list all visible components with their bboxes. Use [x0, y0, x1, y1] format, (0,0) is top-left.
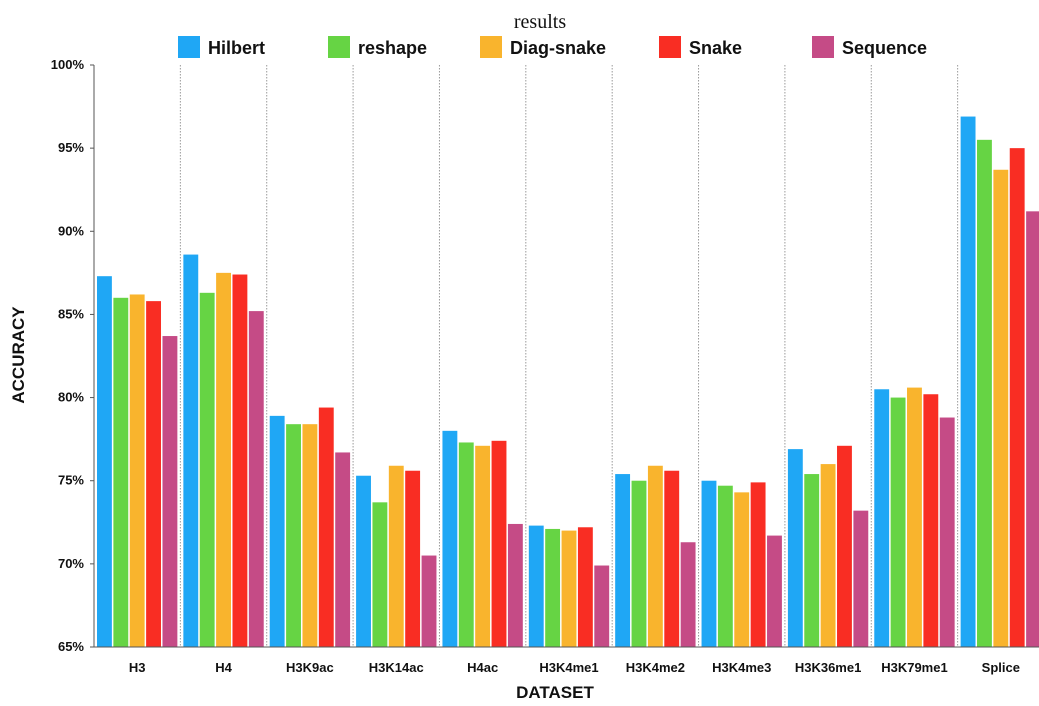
bar-sequence-h4 — [248, 311, 264, 647]
legend-swatch — [328, 36, 350, 58]
bar-snake-h3k79me1 — [923, 394, 939, 647]
bar-sequence-h3k14ac — [421, 555, 437, 647]
bar-reshape-h3k14ac — [372, 502, 388, 647]
bar-snake-h4 — [232, 274, 248, 647]
bar-diag-snake-h3k79me1 — [907, 387, 922, 647]
bar-hilbert-h3k4me1 — [528, 525, 544, 647]
bar-snake-h4ac — [491, 440, 507, 647]
bar-snake-h3k4me1 — [577, 527, 593, 647]
x-tick-label: H3K4me1 — [539, 660, 598, 675]
legend-swatch — [659, 36, 681, 58]
bar-hilbert-h3k36me1 — [787, 449, 803, 647]
bar-diag-snake-h3k9ac — [302, 424, 318, 647]
bar-reshape-h3 — [113, 297, 129, 647]
bar-snake-splice — [1009, 148, 1025, 647]
bar-reshape-h4ac — [458, 442, 474, 647]
x-tick-label: H3K79me1 — [881, 660, 948, 675]
bar-reshape-h3k79me1 — [890, 397, 906, 647]
bar-sequence-h3 — [162, 336, 178, 647]
x-tick-label: H3 — [129, 660, 146, 675]
bar-sequence-h4ac — [507, 523, 523, 647]
legend-label: Sequence — [842, 38, 927, 58]
bar-reshape-h4 — [199, 292, 215, 647]
bar-snake-h3k9ac — [318, 407, 334, 647]
bar-hilbert-h3 — [97, 276, 112, 647]
bar-hilbert-h3k14ac — [356, 475, 371, 647]
bar-snake-h3k4me2 — [664, 470, 680, 647]
x-tick-label: H4 — [215, 660, 232, 675]
bar-diag-snake-h4 — [216, 272, 231, 647]
legend-label: Hilbert — [208, 38, 265, 58]
legend-label: Snake — [689, 38, 742, 58]
bar-diag-snake-h3k14ac — [388, 465, 404, 647]
x-tick-label: H3K4me2 — [626, 660, 685, 675]
bar-diag-snake-h3k36me1 — [820, 464, 836, 647]
bar-diag-snake-h3 — [129, 294, 145, 647]
legend-swatch — [812, 36, 834, 58]
y-tick-label: 75% — [58, 473, 84, 488]
bar-diag-snake-splice — [993, 169, 1009, 647]
legend-label: reshape — [358, 38, 427, 58]
bar-sequence-h3k4me3 — [767, 535, 782, 647]
y-tick-label: 95% — [58, 140, 84, 155]
bar-hilbert-splice — [960, 116, 976, 647]
x-tick-label: H4ac — [467, 660, 498, 675]
bar-sequence-h3k9ac — [335, 452, 351, 647]
y-tick-label: 65% — [58, 639, 84, 654]
x-axis-ticks: H3 H4 H3K9ac H3K14ac H4ac H3K4me1 H3K4me2 H3K4m… — [129, 660, 1020, 675]
bars — [97, 116, 1039, 648]
y-tick-label: 85% — [58, 306, 84, 321]
bar-reshape-h3k4me2 — [631, 480, 647, 647]
bar-hilbert-h3k4me3 — [701, 480, 717, 647]
x-axis-title: DATASET — [516, 683, 594, 702]
legend-swatch — [480, 36, 502, 58]
bar-hilbert-h4 — [183, 254, 199, 647]
bar-sequence-splice — [1026, 211, 1039, 647]
bar-diag-snake-h3k4me3 — [734, 492, 750, 647]
bar-diag-snake-h3k4me2 — [647, 465, 663, 647]
y-tick-label: 80% — [58, 390, 84, 405]
bar-snake-h3k14ac — [405, 470, 421, 647]
bar-sequence-h3k4me1 — [594, 565, 610, 647]
bar-hilbert-h4ac — [442, 430, 458, 647]
y-tick-label: 70% — [58, 556, 84, 571]
bar-reshape-h3k4me3 — [717, 485, 733, 647]
y-axis-ticks: 65% 70% 75% 80% 85% 90% 95% 100% — [51, 57, 94, 654]
bar-sequence-h3k79me1 — [939, 417, 955, 647]
bar-snake-h3k4me3 — [750, 482, 766, 647]
y-axis-title: ACCURACY — [9, 306, 28, 404]
x-tick-label: H3K36me1 — [795, 660, 862, 675]
bar-reshape-h3k36me1 — [804, 474, 820, 647]
bar-sequence-h3k36me1 — [853, 510, 869, 647]
bar-reshape-h3k4me1 — [545, 528, 561, 647]
bar-hilbert-h3k9ac — [269, 415, 285, 647]
bar-reshape-h3k9ac — [286, 424, 301, 647]
legend-label: Diag-snake — [510, 38, 606, 58]
bar-snake-h3 — [146, 301, 161, 647]
y-tick-label: 90% — [58, 223, 84, 238]
bar-sequence-h3k4me2 — [680, 542, 696, 647]
legend-swatch — [178, 36, 200, 58]
bar-diag-snake-h4ac — [475, 445, 491, 647]
y-tick-label: 100% — [51, 57, 85, 72]
bar-snake-h3k36me1 — [837, 445, 852, 647]
x-tick-label: H3K9ac — [286, 660, 334, 675]
legend: Hilbert reshape Diag-snake Snake Sequence — [178, 36, 927, 58]
x-tick-label: H3K4me3 — [712, 660, 771, 675]
bar-diag-snake-h3k4me1 — [561, 530, 577, 647]
bar-hilbert-h3k4me2 — [615, 474, 631, 647]
bar-hilbert-h3k79me1 — [874, 389, 890, 647]
bar-reshape-splice — [977, 139, 992, 648]
chart-title: results — [514, 11, 566, 33]
x-tick-label: Splice — [982, 660, 1020, 675]
category-separators — [179, 65, 959, 647]
x-tick-label: H3K14ac — [369, 660, 424, 675]
